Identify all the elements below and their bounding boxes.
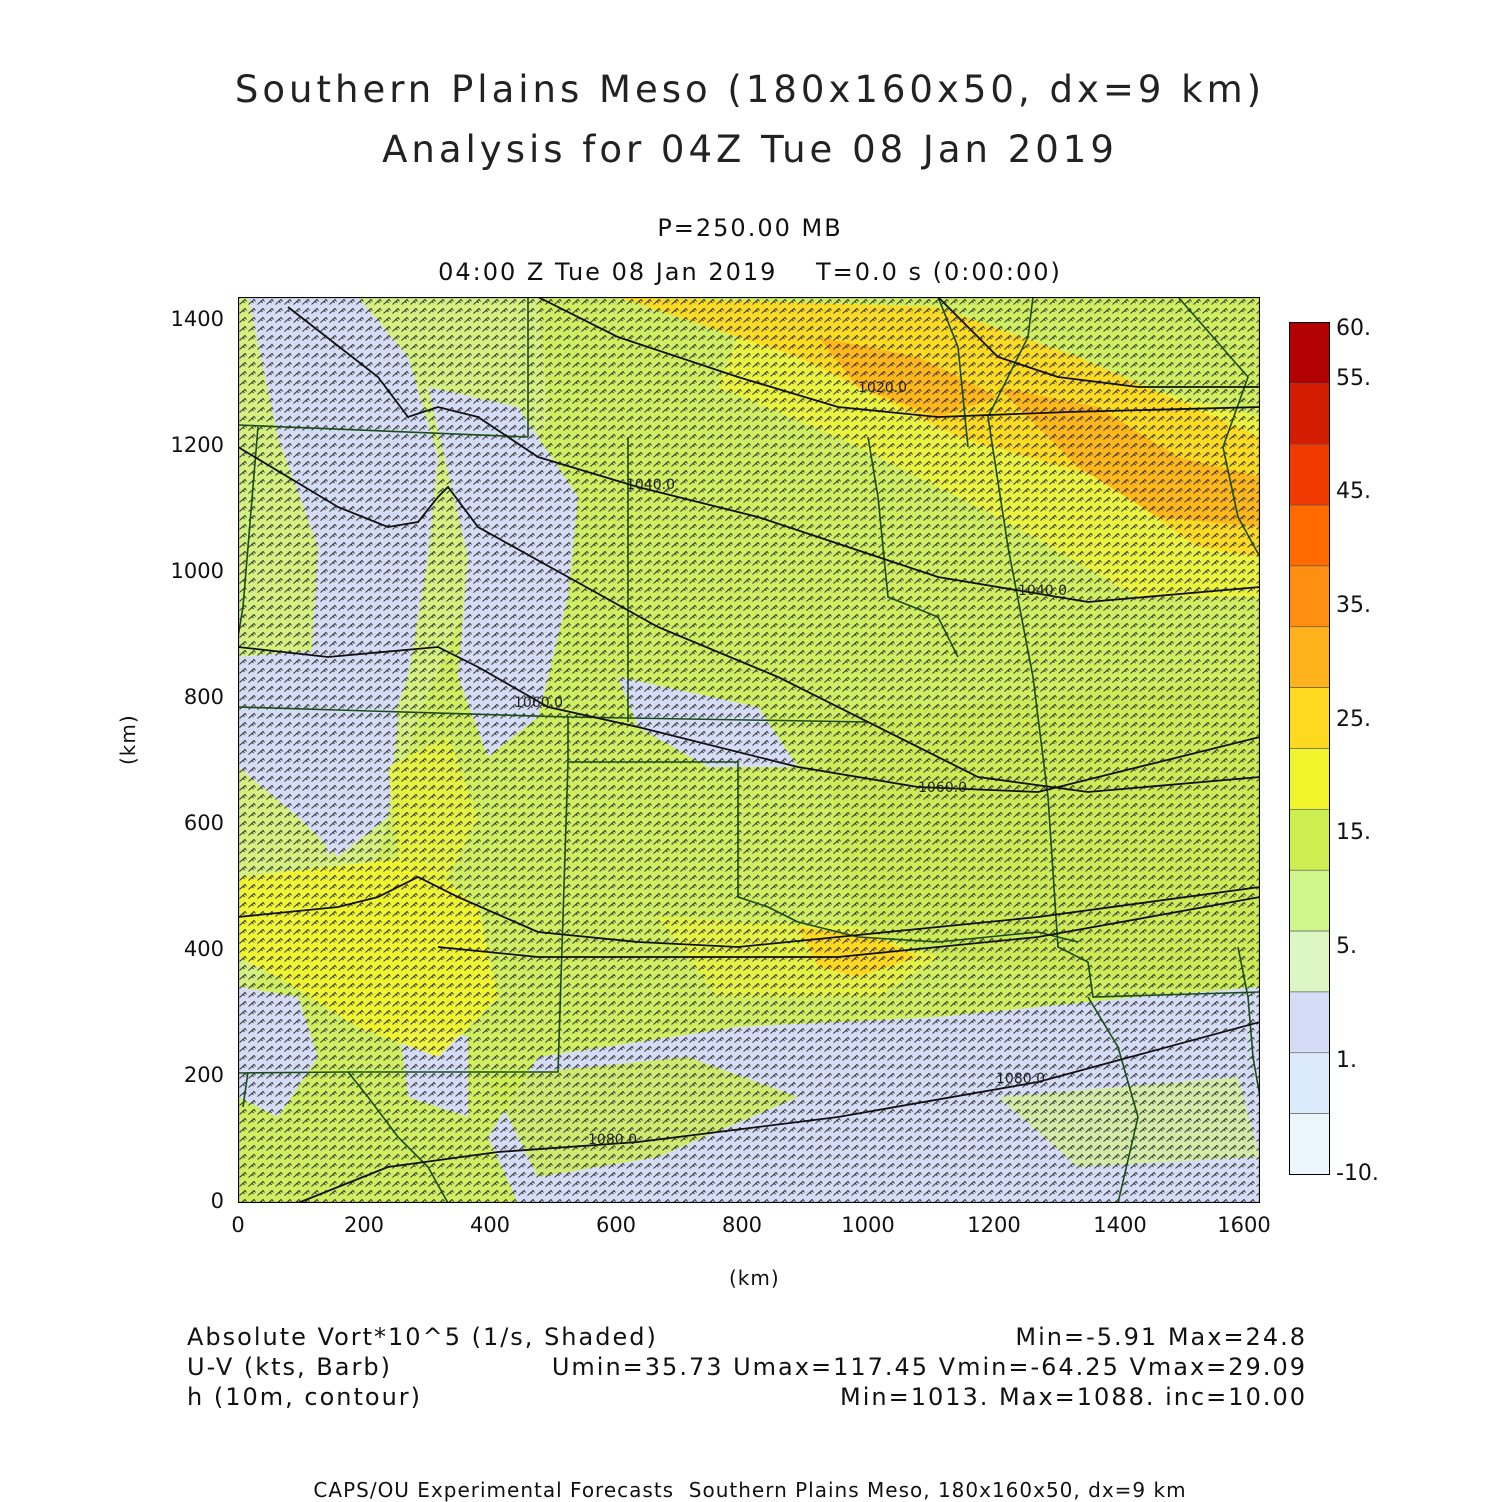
legend-height: h (10m, contour) [187, 1383, 423, 1411]
y-tick-200: 200 [183, 1063, 224, 1087]
colorbar-cell [1289, 687, 1330, 749]
map-frame [238, 297, 1260, 1203]
colorbar-cell [1289, 809, 1330, 871]
footer-credit: CAPS/OU Experimental Forecasts Southern … [313, 1478, 1187, 1502]
x-tick-1400: 1400 [1093, 1213, 1147, 1237]
x-tick-1600: 1600 [1217, 1213, 1271, 1237]
legend-wind: U-V (kts, Barb) [187, 1353, 392, 1381]
colorbar-cell [1289, 504, 1330, 567]
vorticity-shading [238, 297, 1260, 1203]
x-tick-0: 0 [231, 1213, 245, 1237]
colorbar-cell [1289, 991, 1330, 1054]
title-line2: Analysis for 04Z Tue 08 Jan 2019 [382, 128, 1118, 171]
colorbar-cell [1289, 565, 1330, 628]
contour-label-4: 1060.0 [514, 695, 563, 711]
colorbar-cell [1289, 1113, 1330, 1175]
colorbar-label-45: 45. [1336, 479, 1371, 504]
map-panel: 1020.0 1040.0 1040.0 1060.0 1060.0 1080.… [238, 297, 1260, 1203]
state-borders [238, 297, 1260, 1203]
stats-vorticity: Min=-5.91 Max=24.8 [1015, 1323, 1307, 1351]
colorbar-label-1: 1. [1336, 1048, 1357, 1073]
contour-label-5: 1060.0 [918, 780, 967, 796]
contour-label-7: 1080.0 [588, 1132, 637, 1148]
x-tick-600: 600 [595, 1213, 637, 1237]
colorbar-cell [1289, 443, 1330, 506]
legend-vorticity: Absolute Vort*10^5 (1/s, Shaded) [187, 1323, 658, 1351]
colorbar-label-35: 35. [1336, 593, 1371, 618]
colorbar-label-55: 55. [1336, 366, 1371, 391]
x-axis-label: (km) [729, 1266, 780, 1290]
x-tick-400: 400 [469, 1213, 511, 1237]
contour-label-3: 1040.0 [1018, 583, 1067, 599]
y-tick-1200: 1200 [170, 433, 224, 457]
title-line1: Southern Plains Meso (180x160x50, dx=9 k… [234, 68, 1266, 111]
colorbar-cell [1289, 748, 1330, 810]
y-tick-400: 400 [183, 937, 224, 961]
y-tick-0: 0 [210, 1189, 224, 1213]
contour-label-2: 1040.0 [626, 477, 675, 493]
pressure-level: P=250.00 MB [657, 214, 843, 242]
colorbar-label-60: 60. [1336, 316, 1371, 341]
contour-label-6: 1080.0 [996, 1071, 1045, 1087]
y-tick-800: 800 [183, 685, 224, 709]
colorbar-cell [1289, 322, 1330, 384]
x-tick-800: 800 [721, 1213, 763, 1237]
colorbar-cell [1289, 383, 1330, 445]
y-tick-1000: 1000 [170, 559, 224, 583]
y-tick-600: 600 [183, 811, 224, 835]
contour-label-1: 1020.0 [858, 380, 907, 396]
colorbar-cell [1289, 1052, 1330, 1114]
x-tick-1000: 1000 [841, 1213, 895, 1237]
colorbar-label-5: 5. [1336, 934, 1357, 959]
colorbar-label-25: 25. [1336, 707, 1371, 732]
stats-wind: Umin=35.73 Umax=117.45 Vmin=-64.25 Vmax=… [551, 1353, 1307, 1381]
y-tick-1400: 1400 [170, 307, 224, 331]
y-axis-label: (km) [116, 714, 140, 765]
stats-height: Min=1013. Max=1088. inc=10.00 [840, 1383, 1307, 1411]
colorbar-cell [1289, 869, 1330, 932]
contour-labels: 1020.0 1040.0 1040.0 1060.0 1060.0 1080.… [514, 380, 1067, 1148]
height-contours [238, 297, 1260, 1203]
colorbar-cell [1289, 626, 1330, 688]
x-tick-1200: 1200 [967, 1213, 1021, 1237]
colorbar [1289, 322, 1330, 1175]
colorbar-label-minus10: -10. [1336, 1161, 1379, 1186]
colorbar-label-15: 15. [1336, 820, 1371, 845]
valid-time: 04:00 Z Tue 08 Jan 2019 T=0.0 s (0:00:00… [438, 258, 1062, 286]
colorbar-cell [1289, 930, 1330, 993]
x-tick-200: 200 [343, 1213, 385, 1237]
